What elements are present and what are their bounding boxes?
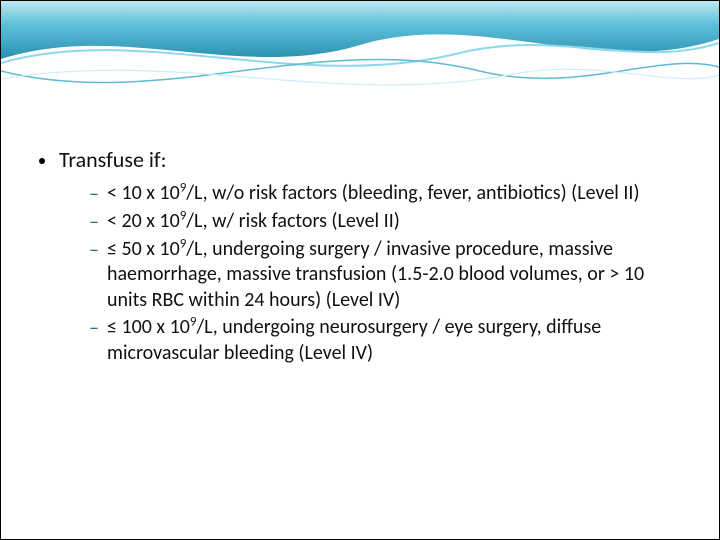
lvl2-text: ≤ 50 x 109/L, undergoing surgery / invas… [107, 237, 681, 314]
lvl2-text: ≤ 100 x 109/L, undergoing neurosurgery /… [107, 315, 681, 366]
list-item: – ≤ 50 x 109/L, undergoing surgery / inv… [89, 237, 681, 314]
lvl2-text: < 20 x 109/L, w/ risk factors (Level II) [107, 209, 400, 235]
list-item: – < 20 x 109/L, w/ risk factors (Level I… [89, 209, 681, 235]
lvl2-list: – < 10 x 109/L, w/o risk factors (bleedi… [89, 181, 681, 367]
dash-icon: – [89, 181, 99, 207]
wave-svg [1, 1, 719, 111]
dash-icon: – [89, 315, 99, 341]
dash-icon: – [89, 237, 99, 263]
bullet-dot-icon [39, 158, 45, 164]
dash-icon: – [89, 209, 99, 235]
lvl1-text: Transfuse if: [59, 146, 167, 175]
list-item: – ≤ 100 x 109/L, undergoing neurosurgery… [89, 315, 681, 366]
content-area: Transfuse if: – < 10 x 109/L, w/o risk f… [39, 146, 681, 369]
slide: Transfuse if: – < 10 x 109/L, w/o risk f… [0, 0, 720, 540]
bullet-level1: Transfuse if: [39, 146, 681, 175]
wave-line-2 [1, 59, 719, 82]
lvl2-text: < 10 x 109/L, w/o risk factors (bleeding… [107, 181, 640, 207]
list-item: – < 10 x 109/L, w/o risk factors (bleedi… [89, 181, 681, 207]
wave-header [1, 1, 719, 111]
